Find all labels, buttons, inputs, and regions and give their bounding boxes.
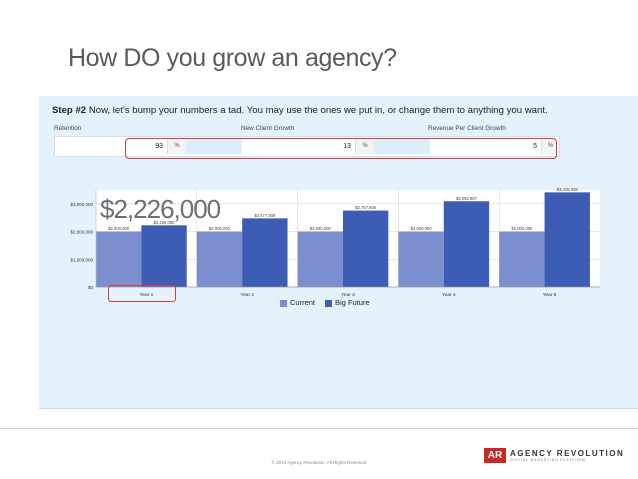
bar-data-label: $2,000,000	[411, 226, 433, 231]
revenue-per-client-growth-label: Revenue Per Client Growth	[428, 125, 506, 132]
bar-data-label: $2,000,000	[209, 226, 231, 231]
step-instructions: Step #2 Now, let's bump your numbers a t…	[52, 105, 548, 116]
bar-current	[499, 232, 544, 287]
logo-name: AGENCY REVOLUTION	[510, 449, 624, 458]
bar-current	[398, 232, 443, 287]
bar-current	[96, 232, 141, 287]
big-future-callout: $2,226,000	[100, 194, 220, 225]
y-tick-label: $0	[88, 285, 94, 290]
x-tick-label: Year 5	[543, 292, 557, 298]
legend-item-big-future: Big Future	[325, 298, 370, 307]
bar-data-label: $2,757,500	[355, 205, 377, 210]
bar-data-label: $2,000,000	[310, 226, 332, 231]
footer-divider	[0, 428, 638, 429]
bar-current	[197, 232, 242, 287]
retention-label: Retention	[54, 125, 81, 132]
legend-label-current: Current	[290, 298, 315, 307]
y-tick-label: $3,000,000	[70, 202, 93, 207]
copyright-text: © 2015 Agency Revolution, All Rights Res…	[0, 460, 638, 465]
bar-data-label: $3,415,335	[557, 187, 579, 192]
bar-big-future	[444, 201, 489, 287]
bar-data-label: $2,000,000	[108, 226, 130, 231]
bar-data-label: $2,000,000	[511, 226, 533, 231]
bar-big-future	[242, 218, 287, 287]
bar-current	[298, 232, 343, 287]
legend-label-big-future: Big Future	[335, 298, 370, 307]
legend-swatch-big-future	[325, 300, 332, 307]
bar-data-label: $2,477,938	[254, 213, 276, 218]
legend-item-current: Current	[280, 298, 315, 307]
chart-legend: Current Big Future	[280, 298, 370, 307]
bar-big-future	[141, 225, 186, 287]
bar-big-future	[545, 192, 590, 287]
new-client-growth-label: New Client Growth	[241, 125, 294, 132]
slide-title: How DO you grow an agency?	[68, 44, 397, 73]
y-tick-label: $2,000,000	[70, 230, 93, 235]
year-1-highlight-box	[108, 285, 176, 302]
y-tick-label: $1,000,000	[70, 257, 93, 262]
step-text: Now, let's bump your numbers a tad. You …	[89, 105, 548, 116]
step-label: Step #2	[52, 105, 86, 116]
inputs-highlight-box	[125, 138, 557, 159]
x-tick-label: Year 4	[442, 292, 456, 298]
bar-data-label: $3,093,987	[456, 196, 478, 201]
legend-swatch-current	[280, 300, 287, 307]
x-tick-label: Year 2	[240, 292, 254, 298]
bar-big-future	[343, 211, 388, 287]
